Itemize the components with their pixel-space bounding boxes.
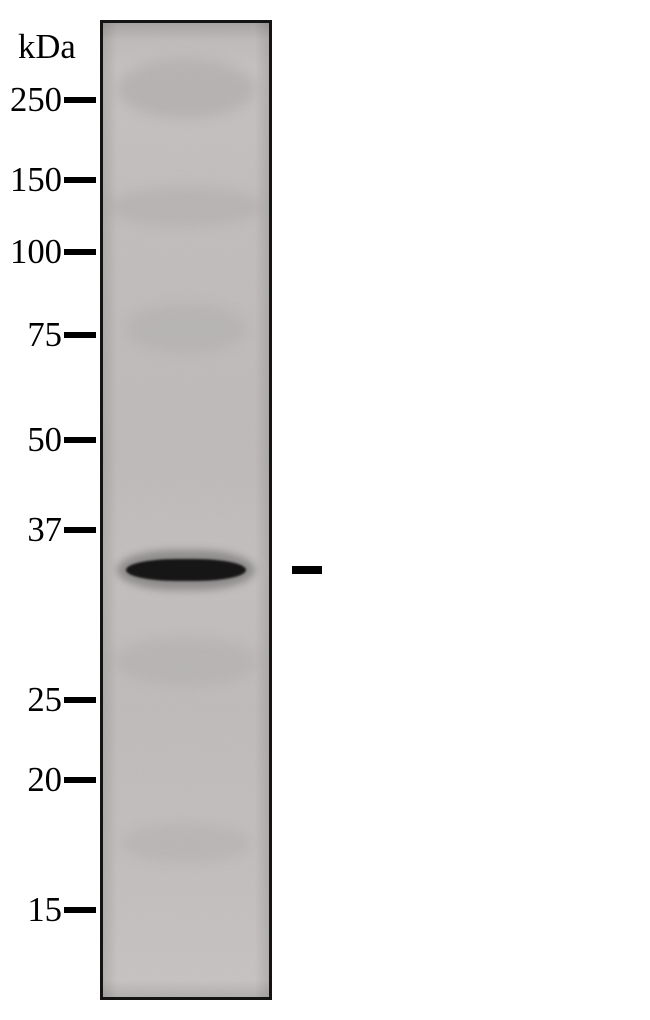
mw-tick-100 — [64, 249, 96, 255]
mw-label-25: 25 — [27, 681, 62, 720]
mw-tick-15 — [64, 907, 96, 913]
lane-smudge — [126, 304, 246, 353]
mw-tick-150 — [64, 177, 96, 183]
mw-label-37: 37 — [27, 511, 62, 550]
mw-tick-20 — [64, 777, 96, 783]
western-blot-figure: kDa 250 150 100 75 50 37 25 20 15 — [0, 0, 650, 1020]
lane-smudge — [121, 824, 252, 863]
mw-label-50: 50 — [27, 421, 62, 460]
mw-label-75: 75 — [27, 316, 62, 355]
band-annotation-mark — [292, 566, 322, 574]
mw-tick-25 — [64, 697, 96, 703]
mw-tick-250 — [64, 97, 96, 103]
mw-label-100: 100 — [10, 233, 62, 272]
mw-tick-37 — [64, 527, 96, 533]
protein-band — [126, 559, 246, 581]
mw-label-250: 250 — [10, 81, 62, 120]
blot-lane — [100, 20, 272, 1000]
mw-label-20: 20 — [27, 761, 62, 800]
unit-label: kDa — [18, 28, 76, 67]
mw-tick-50 — [64, 437, 96, 443]
mw-label-150: 150 — [10, 161, 62, 200]
mw-tick-75 — [64, 332, 96, 338]
lane-smudge — [109, 187, 264, 226]
mw-label-15: 15 — [27, 891, 62, 930]
lane-smudge — [117, 59, 255, 118]
